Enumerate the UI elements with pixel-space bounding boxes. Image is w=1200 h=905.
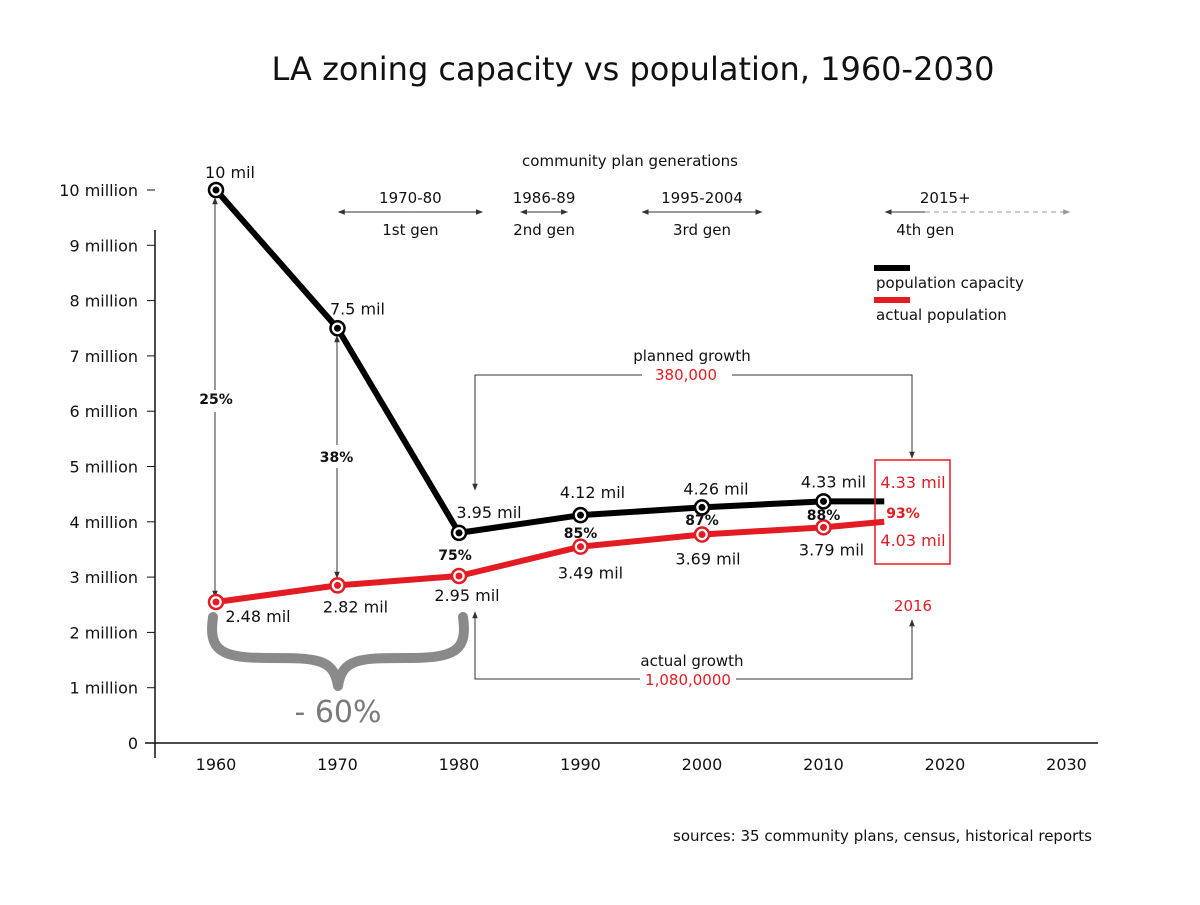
population-data-label: 3.79 mil bbox=[799, 540, 864, 559]
series-line-capacity bbox=[213, 188, 885, 536]
x-tick-label: 2030 bbox=[1046, 755, 1087, 774]
capacity-data-label: 7.5 mil bbox=[330, 299, 385, 318]
legend: population capacity actual population bbox=[874, 265, 1024, 324]
legend-label-capacity: population capacity bbox=[876, 274, 1024, 292]
y-tick-label: 6 million bbox=[69, 402, 138, 421]
generation-name: 3rd gen bbox=[673, 221, 731, 239]
y-tick-label: 0 bbox=[128, 734, 138, 753]
y-tick-label: 7 million bbox=[69, 347, 138, 366]
ratio-label: 25% bbox=[199, 392, 233, 408]
population-data-label: 3.69 mil bbox=[675, 550, 740, 569]
y-tick-label: 2 million bbox=[69, 623, 138, 642]
population-data-label: 2.95 mil bbox=[434, 586, 499, 605]
label-layer: 10 mil 7.5 mil 3.95 mil 4.12 mil 4.26 mil 4.3… bbox=[199, 163, 866, 626]
population-point-core bbox=[698, 531, 706, 539]
population-data-label: 2.48 mil bbox=[225, 607, 290, 626]
series-line-population bbox=[215, 518, 885, 605]
x-tick-label: 2020 bbox=[925, 755, 966, 774]
population-point-core bbox=[820, 523, 827, 531]
capacity-point-core bbox=[334, 324, 341, 332]
series-layer bbox=[207, 181, 885, 611]
y-tick-label: 9 million bbox=[69, 236, 138, 255]
capacity-point-core bbox=[212, 186, 220, 194]
box-2016-population: 4.03 mil bbox=[880, 531, 945, 550]
population-point-core bbox=[455, 572, 463, 580]
y-tick-label: 1 million bbox=[69, 679, 138, 698]
actual-growth-arrow-left bbox=[472, 611, 640, 680]
y-ticks: 0 1 million 2 million 3 million 4 million 5 m… bbox=[59, 181, 155, 753]
ratio-label: 38% bbox=[320, 450, 354, 466]
capacity-data-label: 4.33 mil bbox=[801, 472, 866, 491]
y-tick-label: 3 million bbox=[69, 568, 138, 587]
y-tick-label: 10 million bbox=[59, 181, 138, 200]
box-2016: 4.33 mil 93% 4.03 mil 2016 bbox=[874, 459, 951, 615]
plan-generations-heading: community plan generations bbox=[522, 152, 738, 170]
y-tick-label: 4 million bbox=[69, 513, 138, 532]
generation-years: 1995-2004 bbox=[661, 189, 743, 207]
actual-growth-value: 1,080,0000 bbox=[645, 671, 731, 689]
box-2016-year: 2016 bbox=[894, 597, 932, 615]
generation-name: 1st gen bbox=[382, 221, 438, 239]
generation-years: 1986-89 bbox=[513, 189, 576, 207]
capacity-data-label: 4.26 mil bbox=[683, 479, 748, 498]
ratio-label: 88% bbox=[807, 508, 841, 524]
box-2016-ratio: 93% bbox=[886, 506, 920, 522]
capacity-data-label: 4.12 mil bbox=[560, 483, 625, 502]
ratio-label: 85% bbox=[564, 526, 598, 542]
planned-growth-label: planned growth bbox=[633, 347, 751, 365]
actual-growth-annotation: actual growth 1,080,0000 bbox=[472, 611, 915, 689]
planned-growth-arrow-left bbox=[472, 374, 642, 491]
generation-years: 2015+ bbox=[920, 189, 971, 207]
capacity-data-label: 3.95 mil bbox=[456, 503, 521, 522]
population-point-core bbox=[334, 581, 341, 589]
x-tick-label: 2010 bbox=[803, 755, 844, 774]
capacity-data-label: 10 mil bbox=[205, 163, 255, 182]
generation-years: 1970-80 bbox=[379, 189, 442, 207]
x-ticks: 1960 1970 1980 1990 2000 2010 2020 2030 bbox=[196, 755, 1087, 774]
capacity-point-core bbox=[455, 529, 463, 537]
population-data-label: 3.49 mil bbox=[558, 564, 623, 583]
actual-growth-label: actual growth bbox=[640, 652, 743, 670]
decline-brace bbox=[207, 612, 469, 691]
chart-title: LA zoning capacity vs population, 1960-2… bbox=[271, 50, 994, 88]
actual-growth-arrow-right bbox=[736, 619, 915, 680]
population-point-core bbox=[212, 598, 220, 606]
population-data-label: 2.82 mil bbox=[323, 597, 388, 616]
population-point-core bbox=[577, 543, 584, 551]
capacity-point-core bbox=[820, 497, 827, 505]
planned-growth-annotation: planned growth 380,000 bbox=[472, 347, 915, 491]
box-2016-frame bbox=[874, 459, 951, 565]
x-tick-label: 2000 bbox=[682, 755, 723, 774]
capacity-point-core bbox=[698, 503, 706, 511]
source-note: sources: 35 community plans, census, his… bbox=[673, 827, 1092, 845]
x-tick-label: 1990 bbox=[560, 755, 601, 774]
generation-name: 2nd gen bbox=[513, 221, 575, 239]
planned-growth-arrow-right bbox=[732, 374, 915, 459]
y-tick-label: 5 million bbox=[69, 458, 138, 477]
box-2016-capacity: 4.33 mil bbox=[880, 473, 945, 492]
generation-name: 4th gen bbox=[896, 221, 954, 239]
x-tick-label: 1970 bbox=[317, 755, 358, 774]
planned-growth-value: 380,000 bbox=[655, 366, 717, 384]
capacity-point-core bbox=[577, 511, 584, 519]
decline-label: - 60% bbox=[294, 695, 381, 730]
x-tick-label: 1960 bbox=[196, 755, 237, 774]
y-tick-label: 8 million bbox=[69, 292, 138, 311]
plan-generations: 1970-80 1st gen 1986-89 2nd gen 1995-2004 3rd… bbox=[337, 189, 1071, 239]
legend-label-population: actual population bbox=[876, 306, 1007, 324]
ratio-label: 87% bbox=[685, 513, 719, 529]
ratio-label: 75% bbox=[438, 548, 472, 564]
x-tick-label: 1980 bbox=[439, 755, 480, 774]
